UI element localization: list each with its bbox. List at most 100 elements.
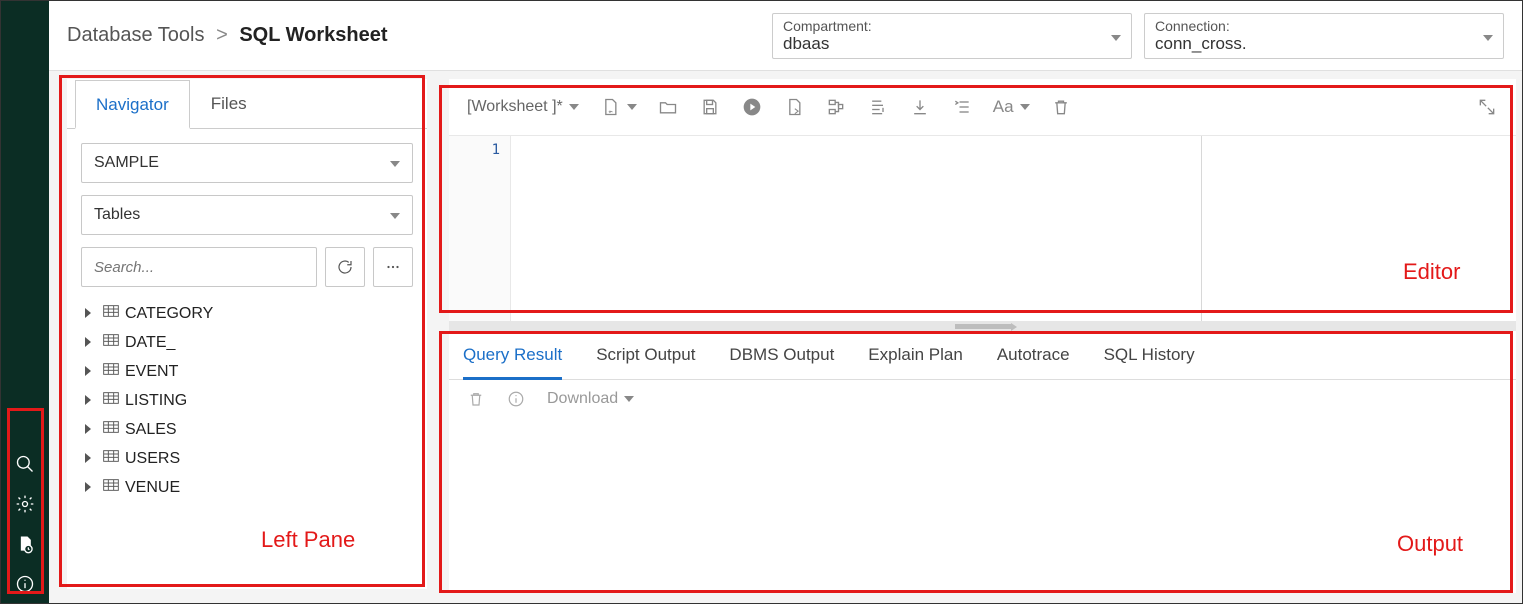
save-icon[interactable] [699,96,721,118]
chevron-right-icon [85,450,97,468]
object-type-value: Tables [94,206,140,224]
info-output-icon[interactable] [507,390,525,408]
download-icon[interactable] [909,96,931,118]
gear-icon[interactable] [14,493,36,515]
new-file-icon[interactable]: * [599,96,621,118]
output-tab[interactable]: DBMS Output [729,345,834,379]
format-icon[interactable] [951,96,973,118]
table-row[interactable]: CATEGORY [85,299,413,328]
table-icon [103,420,119,439]
breadcrumb-separator: > [216,24,228,46]
breadcrumb-parent[interactable]: Database Tools [67,24,205,46]
topbar: Database Tools > SQL Worksheet Compartme… [49,1,1522,71]
table-name: EVENT [125,363,178,381]
table-row[interactable]: VENUE [85,473,413,502]
autotrace-icon[interactable] [867,96,889,118]
table-name: LISTING [125,392,187,410]
font-label: Aa [993,97,1014,117]
line-number: 1 [449,142,500,158]
line-gutter: 1 [449,136,511,321]
worksheet-name: [Worksheet ]* [467,98,563,116]
table-name: CATEGORY [125,305,213,323]
schema-select[interactable]: SAMPLE [81,143,413,183]
table-name: USERS [125,450,180,468]
chevron-down-icon [390,154,400,172]
explain-plan-icon[interactable] [825,96,847,118]
svg-text:*: * [608,108,611,117]
chevron-right-icon [85,479,97,497]
chevron-right-icon [85,305,97,323]
left-pane: Navigator Files SAMPLE Tables CATEG [67,79,427,589]
editor-pane: [Worksheet ]* * [449,79,1516,321]
worksheet-name-dropdown[interactable]: [Worksheet ]* [467,98,579,116]
table-name: DATE_ [125,334,175,352]
table-icon [103,478,119,497]
compartment-dropdown[interactable]: Compartment: dbaas [772,13,1132,59]
info-icon[interactable] [14,573,36,595]
vertical-rail [1,1,49,603]
search-icon[interactable] [14,453,36,475]
connection-label: Connection: [1155,18,1493,34]
output-toolbar: Download [449,380,1516,418]
font-size-icon[interactable]: Aa [993,96,1014,118]
compartment-label: Compartment: [783,18,1121,34]
connection-value: conn_cross. [1155,34,1493,54]
run-icon[interactable] [741,96,763,118]
chevron-down-icon [1111,28,1121,44]
trash-icon[interactable] [1050,96,1072,118]
code-editor[interactable]: 1 [449,135,1516,321]
download-label: Download [547,390,618,408]
table-row[interactable]: DATE_ [85,328,413,357]
output-tab[interactable]: Query Result [463,345,562,380]
table-icon [103,362,119,381]
run-script-icon[interactable] [783,96,805,118]
page-title: SQL Worksheet [239,24,387,46]
output-pane: Query Result Script Output DBMS Output Expl… [449,331,1516,593]
search-input[interactable] [81,247,317,287]
table-icon [103,333,119,352]
breadcrumb: Database Tools > SQL Worksheet [67,24,388,47]
left-tabs: Navigator Files [67,79,427,129]
table-icon [103,304,119,323]
chevron-down-icon [390,206,400,224]
chevron-down-icon [1483,28,1493,44]
splitter[interactable] [449,321,1516,331]
table-name: VENUE [125,479,180,497]
chevron-down-icon[interactable] [627,104,637,110]
refresh-button[interactable] [325,247,365,287]
table-row[interactable]: EVENT [85,357,413,386]
table-row[interactable]: LISTING [85,386,413,415]
tab-navigator[interactable]: Navigator [75,80,190,129]
compartment-value: dbaas [783,34,1121,54]
table-name: SALES [125,421,177,439]
output-tabs: Query Result Script Output DBMS Output Expl… [449,331,1516,380]
main-area: Database Tools > SQL Worksheet Compartme… [49,1,1522,603]
more-button[interactable] [373,247,413,287]
open-folder-icon[interactable] [657,96,679,118]
download-button[interactable]: Download [547,390,634,408]
editor-toolbar: [Worksheet ]* * [449,79,1516,135]
chevron-right-icon [85,392,97,410]
clear-output-icon[interactable] [467,390,485,408]
chevron-right-icon [85,363,97,381]
chevron-right-icon [85,421,97,439]
object-type-select[interactable]: Tables [81,195,413,235]
tab-files[interactable]: Files [190,79,268,128]
output-tab[interactable]: Autotrace [997,345,1070,379]
table-icon [103,391,119,410]
output-tab[interactable]: SQL History [1104,345,1195,379]
object-tree: CATEGORY DATE_ EVENT LISTING SALES USERS VENUE [81,299,413,502]
chevron-down-icon [569,104,579,110]
fullscreen-icon[interactable] [1476,96,1498,118]
chevron-down-icon [624,396,634,402]
connection-dropdown[interactable]: Connection: conn_cross. [1144,13,1504,59]
document-history-icon[interactable] [14,533,36,555]
chevron-right-icon [85,334,97,352]
chevron-down-icon[interactable] [1020,104,1030,110]
table-row[interactable]: USERS [85,444,413,473]
output-tab[interactable]: Script Output [596,345,695,379]
schema-select-value: SAMPLE [94,154,159,172]
table-icon [103,449,119,468]
output-tab[interactable]: Explain Plan [868,345,963,379]
table-row[interactable]: SALES [85,415,413,444]
